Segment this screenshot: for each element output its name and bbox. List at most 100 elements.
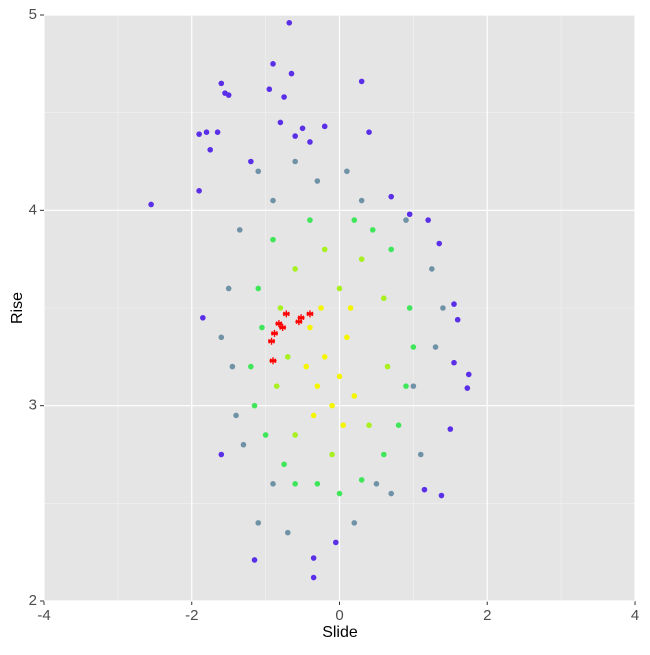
point	[333, 539, 339, 546]
point	[336, 285, 343, 292]
point	[421, 486, 428, 493]
point	[251, 557, 258, 563]
point	[218, 451, 225, 458]
point	[388, 246, 395, 253]
point	[329, 402, 335, 409]
point	[255, 520, 262, 526]
x-tick-label: -4	[37, 607, 50, 624]
point	[347, 305, 354, 311]
point	[451, 301, 457, 307]
point	[321, 123, 328, 130]
point	[307, 217, 313, 223]
point	[344, 168, 350, 175]
point	[438, 492, 445, 499]
point	[384, 363, 391, 370]
point	[288, 70, 295, 77]
point-marker	[282, 310, 290, 318]
point	[406, 211, 413, 218]
point	[270, 481, 276, 487]
y-axis-title: Rise	[9, 292, 26, 324]
x-tick-label: 0	[335, 607, 343, 624]
point	[465, 371, 472, 378]
point-marker	[268, 337, 276, 345]
point	[358, 477, 365, 483]
point	[310, 574, 317, 581]
point-marker	[269, 357, 277, 365]
point	[236, 227, 243, 233]
point	[464, 385, 471, 391]
point	[395, 422, 402, 429]
point	[259, 324, 265, 331]
point	[284, 354, 291, 360]
point	[148, 201, 154, 208]
point	[218, 334, 225, 341]
point	[284, 529, 291, 536]
point	[292, 158, 298, 165]
x-tick-label: 2	[483, 607, 491, 624]
y-tick-label: 4	[29, 201, 37, 218]
point	[255, 168, 262, 175]
point	[270, 61, 276, 67]
point	[310, 555, 317, 561]
x-tick-label: -2	[185, 607, 198, 624]
point	[266, 86, 273, 93]
y-tick-label: 5	[29, 6, 37, 23]
point	[303, 363, 310, 370]
point	[307, 324, 313, 331]
point	[277, 119, 284, 126]
point	[248, 363, 254, 370]
point	[329, 451, 335, 458]
point	[429, 266, 435, 272]
point	[403, 383, 409, 389]
point	[351, 520, 358, 526]
point-marker	[279, 324, 287, 332]
point	[366, 422, 372, 429]
point-marker	[275, 320, 283, 328]
point	[432, 344, 439, 350]
point	[410, 383, 417, 389]
point	[292, 432, 298, 438]
point	[344, 334, 350, 341]
point	[225, 92, 232, 98]
point	[292, 266, 298, 272]
point	[381, 451, 387, 458]
y-tick-label: 3	[29, 397, 37, 414]
point-marker	[270, 329, 278, 337]
point	[447, 426, 454, 432]
point	[240, 441, 247, 448]
point	[273, 383, 280, 389]
point	[218, 80, 225, 87]
point	[358, 78, 365, 85]
point	[454, 316, 461, 323]
point	[351, 217, 358, 223]
point	[340, 422, 346, 429]
point	[292, 133, 298, 139]
point	[351, 393, 358, 399]
point	[307, 139, 313, 145]
point	[310, 412, 317, 419]
point	[373, 481, 380, 487]
point-marker	[297, 314, 305, 322]
point	[369, 227, 376, 233]
point	[314, 178, 321, 184]
point	[410, 344, 417, 350]
point	[366, 129, 372, 135]
point	[229, 363, 236, 370]
point	[314, 481, 321, 487]
point	[270, 197, 276, 204]
point	[225, 285, 232, 292]
point	[207, 146, 214, 153]
point	[321, 354, 328, 360]
point	[417, 451, 424, 458]
point	[321, 246, 328, 253]
point	[281, 94, 287, 100]
point-marker	[306, 310, 314, 318]
point	[440, 305, 446, 311]
point	[292, 481, 298, 487]
point	[318, 305, 324, 311]
point	[270, 236, 276, 243]
point	[388, 490, 395, 497]
x-axis-title: Slide	[322, 624, 358, 641]
point	[281, 461, 287, 468]
point-marker	[295, 318, 303, 326]
